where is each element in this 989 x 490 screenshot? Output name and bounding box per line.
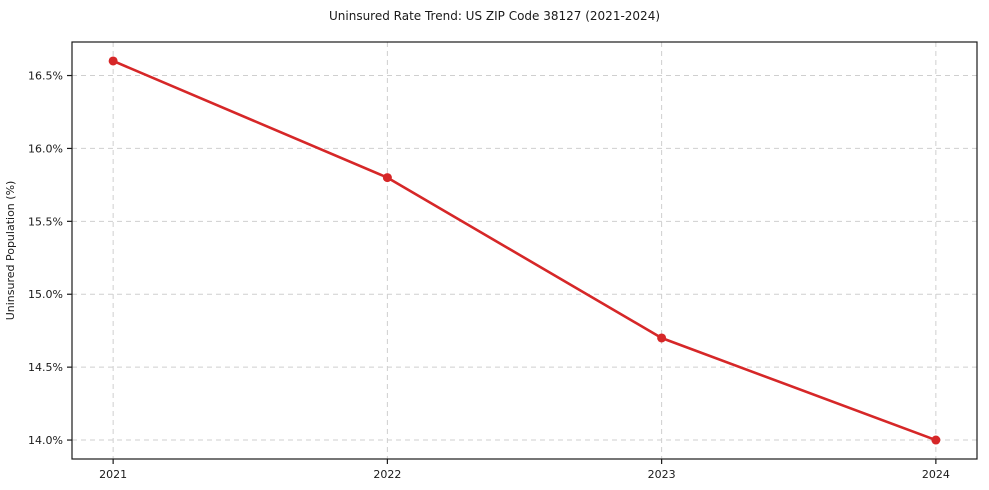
chart-title: Uninsured Rate Trend: US ZIP Code 38127 … bbox=[328, 9, 661, 23]
x-tick-label: 2021 bbox=[99, 468, 127, 481]
data-point-marker bbox=[108, 56, 118, 66]
plot-frame bbox=[71, 41, 978, 460]
data-point-marker bbox=[657, 333, 667, 343]
trend-line bbox=[111, 59, 938, 442]
data-point-marker bbox=[382, 173, 392, 183]
y-tick-label: 15.0% bbox=[28, 288, 63, 301]
y-axis-label: Uninsured Population (%) bbox=[4, 181, 17, 321]
y-tick-label: 15.5% bbox=[28, 215, 63, 228]
x-tick-label: 2024 bbox=[922, 468, 950, 481]
x-tick-label: 2022 bbox=[373, 468, 401, 481]
y-tick-label: 16.5% bbox=[28, 70, 63, 83]
x-tick-label: 2023 bbox=[648, 468, 676, 481]
y-tick-label: 14.0% bbox=[28, 434, 63, 447]
y-tick-label: 14.5% bbox=[28, 361, 63, 374]
data-point-marker bbox=[931, 435, 941, 445]
y-tick-label: 16.0% bbox=[28, 142, 63, 155]
